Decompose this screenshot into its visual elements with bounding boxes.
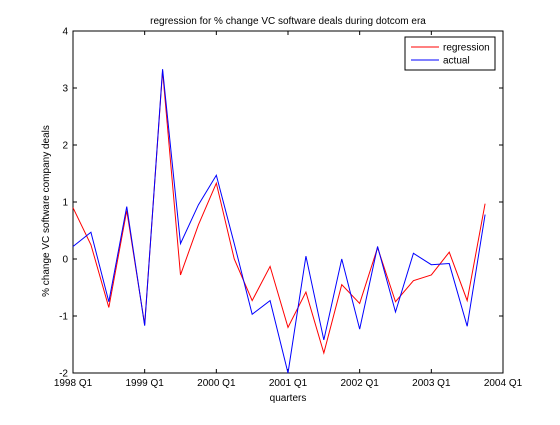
y-axis-label: % change VC software company deals (41, 125, 52, 297)
y-tick-label: -2 (59, 369, 68, 380)
plot-area: 1998 Q1 1999 Q1 2000 Q1 2001 Q1 2002 Q1 2003 … (54, 27, 523, 390)
x-tick-label: 1999 Q1 (125, 378, 164, 389)
chart-title: regression for % change VC software deal… (150, 16, 426, 27)
series-line-actual (72, 69, 486, 374)
y-tick-label: -1 (59, 312, 68, 323)
y-tick-label: 1 (62, 198, 68, 209)
y-tick-label: 0 (62, 255, 68, 266)
x-axis-label: quarters (270, 393, 307, 404)
x-tick-label: 1998 Q1 (54, 378, 93, 389)
legend-label-actual: actual (443, 56, 470, 67)
x-tick-label: 2003 Q1 (412, 378, 451, 389)
y-tick-label: 2 (62, 141, 68, 152)
x-tick-label: 2000 Q1 (197, 378, 236, 389)
legend-label-regression: regression (443, 43, 490, 54)
y-tick-label: 3 (62, 84, 68, 95)
x-tick-label: 2004 Q1 (484, 378, 523, 389)
x-tick-label: 2002 Q1 (340, 378, 379, 389)
y-tick-label: 4 (62, 27, 68, 38)
x-tick-label: 2001 Q1 (269, 378, 308, 389)
plot-frame (72, 30, 504, 374)
legend-box (404, 36, 496, 71)
